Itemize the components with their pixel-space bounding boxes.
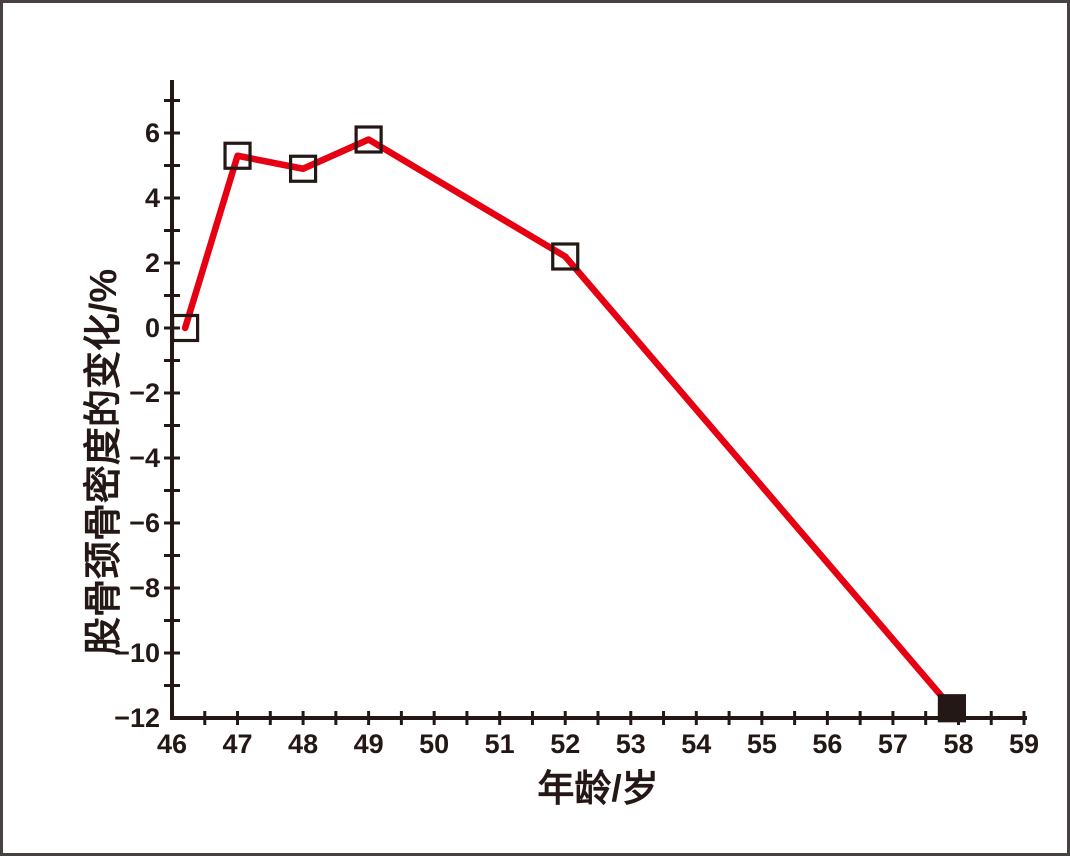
- data-marker-open-square: [288, 154, 318, 183]
- line-chart: 46 47 48 49 50 51 52 53 54 55 56 57 58 59 6 4 2 0 −2 −4 −6 −8…: [83, 80, 1039, 809]
- x-tick-label: 59: [1009, 729, 1039, 759]
- data-marker-filled-square: [937, 694, 967, 723]
- x-tick-label: 51: [485, 729, 515, 759]
- x-tick-label: 52: [550, 729, 580, 759]
- x-tick-label: 57: [878, 729, 908, 759]
- y-tick-label: 6: [145, 118, 160, 148]
- x-tick-label: 46: [157, 729, 187, 759]
- y-tick-label: 2: [145, 248, 160, 278]
- y-tick-label: −8: [129, 573, 160, 603]
- series-line: [181, 136, 956, 712]
- y-axis-title: 股骨颈骨密度的变化/%: [83, 269, 125, 655]
- x-tick-label: 55: [747, 729, 777, 759]
- y-tick-label: −4: [129, 443, 160, 473]
- plot-layer: 46 47 48 49 50 51 52 53 54 55 56 57 58 59 6 4 2 0 −2 −4 −6 −8…: [114, 80, 1039, 759]
- x-tick-label: 47: [223, 729, 253, 759]
- y-tick-label: −12: [114, 703, 160, 733]
- data-marker-open-square: [354, 125, 383, 154]
- x-axis-title: 年龄/岁: [537, 768, 658, 809]
- x-tick-label: 49: [354, 729, 384, 759]
- data-marker-open-square: [223, 141, 252, 170]
- y-tick-label: −2: [129, 378, 160, 408]
- x-tick-label: 58: [943, 729, 973, 759]
- x-tick-label: 56: [812, 729, 842, 759]
- x-tick-label: 48: [288, 729, 318, 759]
- y-tick-label: 4: [145, 183, 160, 213]
- y-tick-label: −6: [129, 508, 160, 538]
- data-marker-open-square: [171, 313, 200, 343]
- x-tick-label: 50: [419, 729, 449, 759]
- x-tick-label: 54: [681, 729, 711, 759]
- y-tick-label: −10: [114, 638, 160, 668]
- y-tick-label: 0: [145, 313, 160, 343]
- data-marker-open-square: [551, 242, 580, 271]
- x-tick-label: 53: [616, 729, 646, 759]
